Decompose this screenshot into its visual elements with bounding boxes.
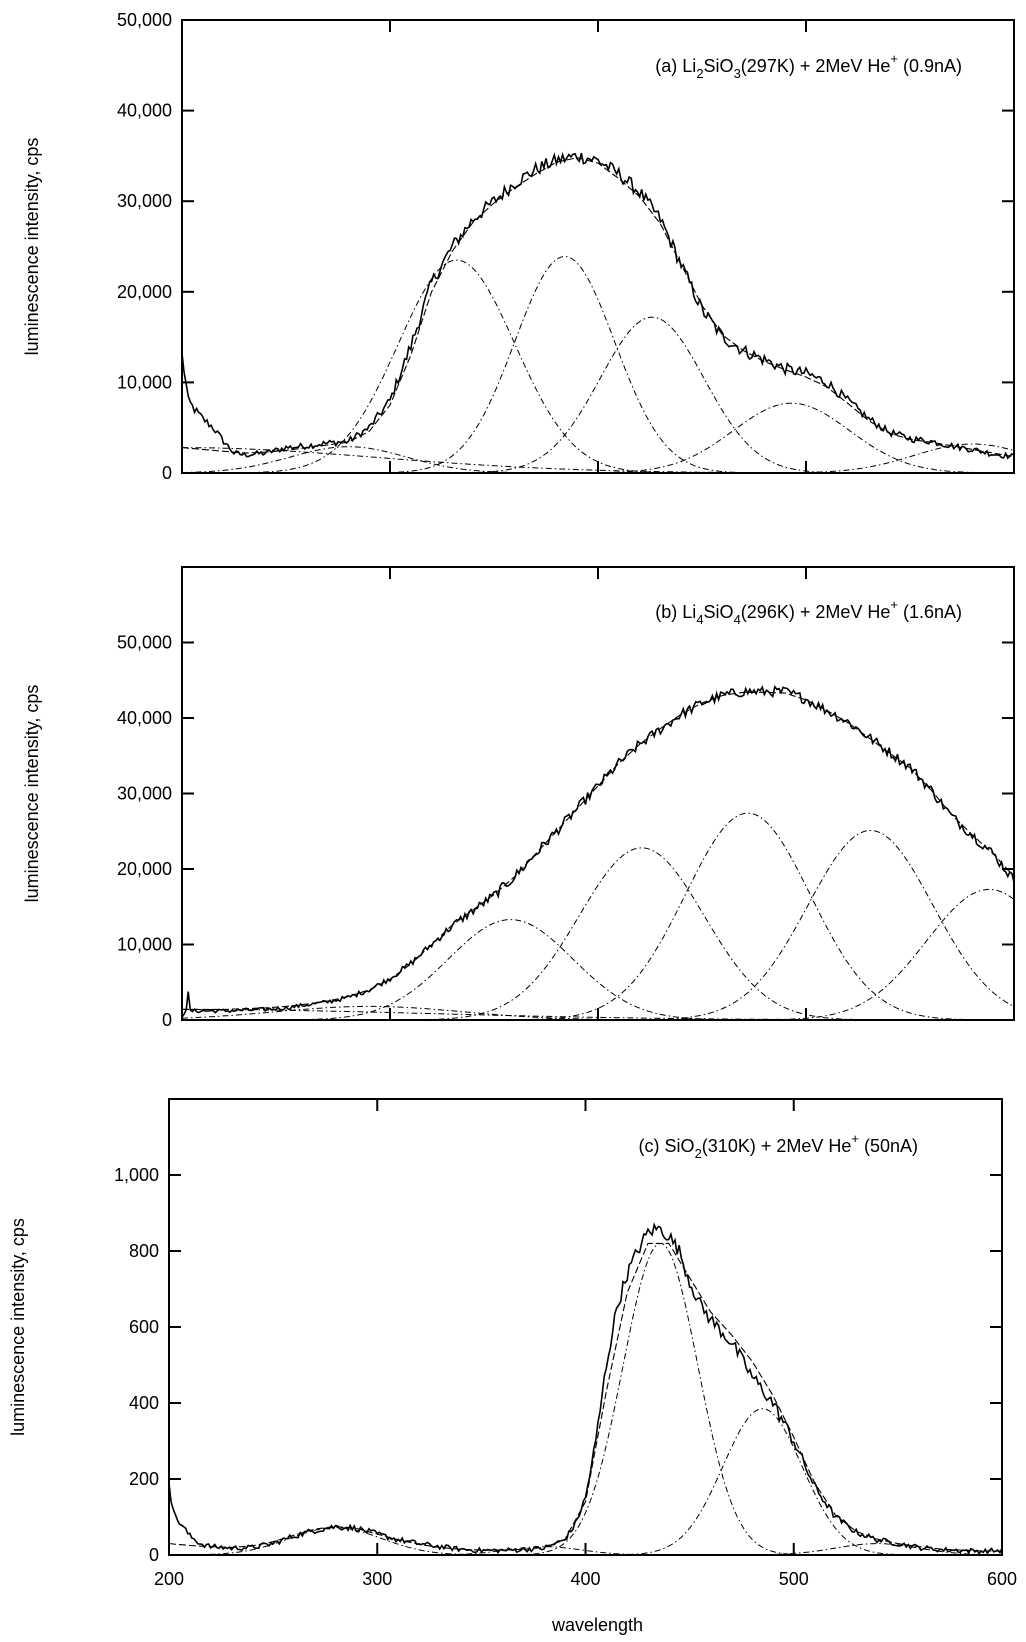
series-fit <box>182 157 1014 458</box>
panel-annotation: (c) SiO2(310K) + 2MeV He+ (50nA) <box>639 1131 918 1161</box>
series-component-5 <box>182 829 1014 1020</box>
chart-panel-b: 0 10,000 20,000 30,000 40,000 50,000 luminesce… <box>22 566 1015 1030</box>
y-tick-label: 0 <box>162 1010 172 1030</box>
x-tick-label: 300 <box>362 1569 392 1589</box>
plot-area <box>182 151 1014 473</box>
panel-annotation: (a) Li2SiO3(297K) + 2MeV He+ (0.9nA) <box>655 51 962 81</box>
series-component-4 <box>182 812 1014 1020</box>
series-component-7 <box>182 1005 1014 1020</box>
plot-area <box>169 1222 1002 1555</box>
y-tick-label: 200 <box>129 1469 159 1489</box>
plot-frame <box>181 19 1015 474</box>
series-component-6 <box>182 888 1014 1020</box>
chart-panel-a: 0 10,000 20,000 30,000 40,000 50,000 luminesce… <box>22 10 1015 483</box>
series-component-8 <box>182 447 1014 473</box>
series-component-2 <box>182 259 1014 473</box>
y-tick-label: 20,000 <box>117 282 172 302</box>
y-tick-label: 20,000 <box>117 859 172 879</box>
y-tick-label: 50,000 <box>117 633 172 653</box>
series-component-2 <box>169 1242 1002 1555</box>
series-fit <box>182 691 1014 1010</box>
plot-frame <box>168 1098 1003 1556</box>
series-component-8 <box>182 1008 1014 1020</box>
y-tick-label: 0 <box>149 1545 159 1565</box>
y-tick-label: 400 <box>129 1393 159 1413</box>
plot-area <box>182 684 1014 1020</box>
series-component-3 <box>169 1408 1002 1555</box>
series-component-4 <box>182 316 1014 473</box>
series-component-2 <box>182 919 1014 1020</box>
y-tick-label: 30,000 <box>117 191 172 211</box>
series-component-3 <box>182 255 1014 473</box>
series-measured <box>169 1222 1002 1555</box>
x-tick-label: 400 <box>570 1569 600 1589</box>
chart-panel-c: 0 200 400 600 800 1,000 200 300 400 500 600 lumines… <box>8 1098 1017 1635</box>
y-tick-label: 40,000 <box>117 101 172 121</box>
series-component-6 <box>182 443 1014 473</box>
y-tick-label: 1,000 <box>114 1165 159 1185</box>
y-tick-label: 30,000 <box>117 784 172 804</box>
series-measured <box>182 151 1014 460</box>
series-component-3 <box>182 847 1014 1020</box>
x-tick-label: 600 <box>987 1569 1017 1589</box>
y-tick-label: 10,000 <box>117 935 172 955</box>
y-axis-label: luminescence intensity, cps <box>22 685 42 903</box>
y-tick-label: 10,000 <box>117 372 172 392</box>
y-tick-label: 0 <box>162 463 172 483</box>
y-tick-label: 600 <box>129 1317 159 1337</box>
x-tick-label: 500 <box>779 1569 809 1589</box>
y-axis-label: luminescence intensity, cps <box>22 138 42 356</box>
x-axis-label: wavelength <box>551 1615 643 1635</box>
y-axis-label: luminescence intensity, cps <box>8 1218 28 1436</box>
panel-annotation: (b) Li4SiO4(296K) + 2MeV He+ (1.6nA) <box>655 597 962 627</box>
y-tick-label: 50,000 <box>117 10 172 30</box>
y-tick-label: 800 <box>129 1241 159 1261</box>
series-fit <box>169 1242 1002 1552</box>
x-tick-label: 200 <box>154 1569 184 1589</box>
series-measured <box>182 684 1014 1018</box>
y-tick-label: 40,000 <box>117 708 172 728</box>
plot-frame <box>181 566 1015 1021</box>
